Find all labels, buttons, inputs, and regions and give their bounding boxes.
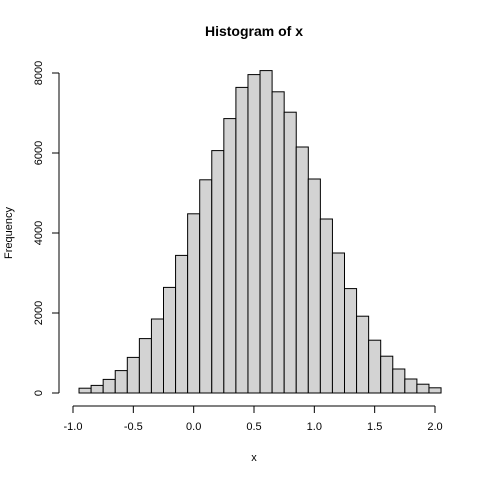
- histogram-bar: [78, 387, 92, 394]
- x-tick-label: 2.0: [427, 421, 442, 433]
- histogram-bar: [247, 74, 261, 394]
- histogram-bar: [102, 378, 116, 394]
- histogram-bar: [307, 178, 321, 394]
- y-tick-label: 2000: [33, 301, 45, 325]
- histogram-bar: [416, 383, 430, 394]
- x-tick-label: 1.0: [307, 421, 322, 433]
- histogram-bar: [187, 213, 201, 394]
- x-tick-label: -0.5: [124, 421, 143, 433]
- histogram-bar: [331, 252, 345, 394]
- y-tick-label: 6000: [33, 141, 45, 165]
- y-axis: 0 2000 4000 6000 8000: [33, 61, 60, 396]
- histogram-bar: [138, 338, 152, 394]
- x-tick-label: -1.0: [64, 421, 83, 433]
- histogram-bar: [404, 378, 418, 394]
- histogram-bar: [368, 339, 382, 394]
- histogram-bar: [235, 86, 249, 394]
- histogram-bar: [163, 286, 177, 394]
- histogram-bar: [344, 288, 358, 394]
- x-tick-label: 0.0: [186, 421, 201, 433]
- histogram-bar: [283, 111, 297, 394]
- x-tick-label: 0.5: [246, 421, 261, 433]
- chart-title: Histogram of x: [205, 23, 303, 39]
- histogram-bar: [114, 370, 128, 394]
- x-tick-label: 1.5: [367, 421, 382, 433]
- y-tick-label: 8000: [33, 61, 45, 85]
- histogram-bar: [223, 118, 237, 394]
- histogram-bar: [175, 254, 189, 394]
- histogram-bar: [259, 70, 273, 394]
- histogram-bar: [428, 387, 442, 394]
- histogram-bar: [271, 91, 285, 394]
- histogram-bar: [392, 368, 406, 394]
- histogram-bar: [319, 218, 333, 394]
- histogram-bar: [295, 146, 309, 394]
- x-axis-label: x: [251, 452, 257, 464]
- histogram-bar: [356, 315, 370, 394]
- histogram-bar: [126, 356, 140, 394]
- histogram-bar: [211, 150, 225, 394]
- histogram-bar: [90, 384, 104, 394]
- histogram-bar: [150, 318, 164, 394]
- y-tick-label: 4000: [33, 221, 45, 245]
- histogram-bar: [199, 179, 213, 394]
- histogram-bar: [380, 355, 394, 394]
- y-axis-label: Frequency: [3, 207, 15, 259]
- y-tick-label: 0: [33, 390, 45, 396]
- x-axis: -1.0 -0.5 0.0 0.5 1.0 1.5 2.0: [64, 405, 443, 433]
- bars-group: [78, 70, 442, 394]
